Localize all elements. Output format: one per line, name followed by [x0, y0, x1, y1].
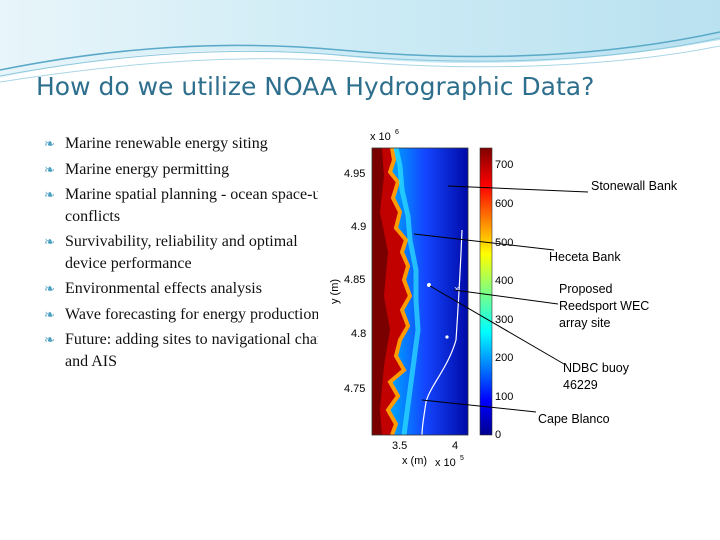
y-axis-label: y (m)	[329, 279, 341, 304]
bullet-text: Future: adding sites to navigational cha…	[65, 331, 333, 370]
leaf-bullet-icon: ❧	[44, 332, 55, 347]
colorbar-tick-label: 400	[495, 275, 513, 287]
x-axis-label: x (m)	[402, 455, 427, 467]
annotation-label: 46229	[563, 378, 598, 392]
colorbar-tick-label: 300	[495, 314, 513, 326]
colorbar-tick-label: 0	[495, 429, 501, 441]
leaf-bullet-icon: ❧	[44, 161, 55, 177]
y-tick-label: 4.95	[344, 168, 365, 180]
y-exponent-power: 6	[395, 129, 399, 136]
bullet-text: Marine renewable energy siting	[65, 135, 268, 152]
bullet-text: Marine energy permitting	[65, 160, 230, 178]
bullet-item: ❧ Wave forecasting for energy production	[44, 304, 334, 326]
bullet-text: Survivability, reliability and optimal d…	[65, 233, 298, 272]
leaf-bullet-icon: ❧	[44, 136, 55, 151]
x-tick-label: 3.5	[392, 440, 407, 452]
x-tick-label: 4	[452, 440, 458, 452]
bullet-item: ❧ Marine renewable energy siting	[44, 133, 334, 155]
annotation-label: Reedsport WEC	[559, 299, 649, 313]
y-tick-label: 4.8	[351, 328, 366, 340]
bathymetry-map: ×	[371, 147, 469, 436]
colorbar	[479, 147, 493, 436]
slide-title: How do we utilize NOAA Hydrographic Data…	[36, 72, 595, 101]
colorbar-tick-label: 700	[495, 159, 513, 171]
bullet-item: ❧ Marine spatial planning - ocean space-u…	[44, 184, 334, 227]
colorbar-tick-label: 200	[495, 352, 513, 364]
y-tick-label: 4.85	[344, 274, 365, 286]
leaf-bullet-icon: ❧	[44, 306, 55, 322]
annotation-label: Cape Blanco	[538, 412, 610, 426]
bullet-text: Wave forecasting for energy production	[65, 305, 320, 323]
bullet-item: ❧ Survivability, reliability and optimal …	[44, 231, 334, 274]
bullet-item: ❧ Future: adding sites to navigational ch…	[44, 329, 334, 372]
x-exponent-power: 5	[460, 455, 464, 462]
colorbar-tick-label: 600	[495, 198, 513, 210]
annotation-label: Proposed	[559, 282, 613, 296]
svg-text:×: ×	[454, 284, 459, 294]
x-exponent-label: x 10	[435, 457, 456, 469]
annotation-label: Stonewall Bank	[591, 179, 678, 193]
colorbar-tick-label: 100	[495, 391, 513, 403]
header-wave-decoration	[0, 0, 720, 83]
bullet-list: ❧ Marine renewable energy siting ❧ Marine …	[44, 133, 334, 376]
bullet-text: Environmental effects analysis	[65, 280, 262, 297]
leaf-bullet-icon: ❧	[44, 281, 55, 296]
bullet-item: ❧ Marine energy permitting	[44, 159, 334, 181]
annotation-label: array site	[559, 316, 610, 330]
y-exponent-label: x 10	[370, 131, 391, 143]
leaf-bullet-icon: ❧	[44, 234, 55, 249]
y-tick-label: 4.9	[351, 221, 366, 233]
colorbar-tick-label: 500	[495, 237, 513, 249]
annotation-label: NDBC buoy	[563, 361, 630, 375]
leaf-bullet-icon: ❧	[44, 187, 55, 202]
annotation-lines	[413, 185, 589, 413]
bathymetry-figure: × x 10 6 4.95 4.9 4.85 4.8 4.75 y (m) 3.…	[318, 120, 703, 473]
bullet-item: ❧ Environmental effects analysis	[44, 278, 334, 300]
y-tick-label: 4.75	[344, 383, 365, 395]
bullet-text: Marine spatial planning - ocean space-us…	[65, 186, 334, 225]
annotation-label: Heceta Bank	[549, 250, 621, 264]
